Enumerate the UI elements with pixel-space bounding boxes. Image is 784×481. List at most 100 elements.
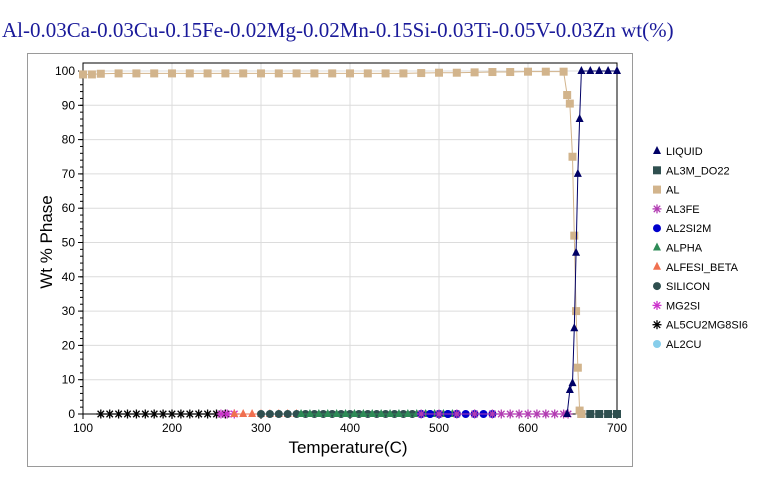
x-axis-title: Temperature(C) [288, 438, 407, 457]
data-point-al [565, 99, 574, 108]
data-point-al5cu2mg8si6 [105, 409, 115, 419]
data-point-alpha [394, 409, 403, 417]
legend-item-al: AL [653, 185, 679, 197]
data-point-al [239, 69, 248, 78]
data-point-al [577, 410, 586, 418]
data-point-alpha [323, 409, 332, 417]
data-point-al3fe [541, 409, 551, 419]
data-point-al5cu2mg8si6 [158, 409, 168, 419]
data-point-al [185, 69, 194, 78]
data-point-alpha [297, 409, 306, 417]
y-tick-label: 40 [62, 270, 76, 284]
legend-marker-al2cu [653, 340, 661, 348]
data-point-alpha [403, 409, 412, 417]
data-point-al5cu2mg8si6 [176, 409, 186, 419]
data-point-liquid [586, 66, 595, 74]
data-point-liquid [572, 247, 581, 256]
data-point-al3m-do22 [586, 410, 595, 418]
legend-label-silicon: SILICON [666, 281, 710, 293]
legend-marker-al2si2m [653, 224, 661, 233]
data-point-liquid [565, 384, 574, 393]
data-point-al [346, 69, 354, 78]
data-point-liquid [595, 66, 604, 74]
legend-item-al2cu: AL2CU [653, 339, 702, 351]
data-point-al5cu2mg8si6 [167, 409, 177, 419]
data-point-liquid [577, 66, 586, 74]
data-point-al3fe [514, 409, 524, 419]
legend-label-mg2si: MG2SI [666, 300, 700, 312]
legend-item-alpha: ALPHA [653, 242, 703, 255]
data-point-al [470, 68, 479, 77]
y-tick-label: 60 [62, 201, 76, 215]
data-point-silicon [257, 410, 265, 418]
y-tick-label: 90 [62, 98, 76, 112]
data-point-al3fe [532, 409, 542, 419]
legend-label-alfesi-beta: ALFESI_BETA [666, 262, 739, 274]
legend-marker-alpha [653, 242, 661, 251]
data-point-al [79, 70, 87, 79]
legend-marker-mg2si [652, 300, 662, 310]
data-point-al [87, 70, 96, 79]
data-point-silicon [283, 410, 292, 418]
data-point-al [572, 307, 581, 316]
legend-marker-al3m-do22 [653, 166, 661, 175]
data-point-al3m-do22 [613, 410, 621, 418]
legend-item-al2si2m: AL2SI2M [653, 223, 711, 235]
data-point-alfesi-beta [248, 409, 257, 417]
data-point-liquid [573, 168, 582, 177]
x-tick-label: 400 [340, 421, 360, 435]
data-point-al [452, 68, 461, 77]
data-point-al [506, 68, 515, 77]
data-point-al [132, 69, 141, 78]
data-point-al [203, 69, 212, 78]
data-point-al [381, 69, 390, 78]
data-point-liquid [563, 409, 572, 417]
data-point-al5cu2mg8si6 [194, 409, 204, 419]
data-point-alpha [350, 409, 359, 417]
data-point-al5cu2mg8si6 [114, 409, 124, 419]
data-point-al [435, 68, 443, 77]
y-tick-label: 30 [62, 304, 76, 318]
data-point-mg2si [216, 409, 226, 419]
y-tick-label: 80 [62, 133, 76, 147]
x-tick-label: 200 [162, 421, 182, 435]
x-tick-label: 100 [73, 421, 93, 435]
legend-label-al5cu2mg8si6: AL5CU2MG8SI6 [666, 320, 748, 332]
data-point-al3fe [416, 409, 426, 419]
data-point-al5cu2mg8si6 [185, 409, 195, 419]
data-point-al3fe [523, 409, 533, 419]
data-point-al [541, 67, 550, 76]
legend-item-al5cu2mg8si6: AL5CU2MG8SI6 [652, 320, 748, 332]
data-point-al3m-do22 [604, 410, 613, 418]
x-tick-label: 700 [607, 421, 627, 435]
data-point-al3fe [550, 409, 560, 419]
data-point-liquid [604, 66, 613, 74]
data-point-al [114, 69, 123, 78]
data-point-liquid [575, 114, 584, 123]
data-point-al [328, 69, 337, 78]
data-point-al5cu2mg8si6 [123, 409, 132, 419]
data-point-alpha [332, 409, 341, 417]
data-point-al [417, 69, 426, 78]
data-point-al [573, 363, 582, 372]
legend-label-al: AL [666, 185, 679, 197]
legend-item-silicon: SILICON [653, 281, 710, 293]
grid [82, 63, 618, 415]
data-point-al5cu2mg8si6 [149, 409, 159, 419]
legend-marker-silicon [653, 282, 661, 291]
legend-item-al3m-do22: AL3M_DO22 [653, 165, 730, 177]
series-liquid [563, 66, 621, 417]
data-point-al [96, 69, 105, 78]
data-point-liquid [613, 66, 621, 74]
data-point-silicon [265, 410, 274, 418]
data-point-al [310, 69, 319, 78]
legend-label-al2cu: AL2CU [666, 339, 702, 351]
data-point-alfesi-beta [239, 409, 248, 417]
data-point-alpha [341, 409, 350, 417]
data-point-al [363, 69, 372, 78]
series-layer [79, 66, 621, 419]
data-point-alpha [314, 409, 323, 417]
legend-marker-al5cu2mg8si6 [652, 320, 662, 330]
y-tick-label: 50 [62, 236, 76, 250]
